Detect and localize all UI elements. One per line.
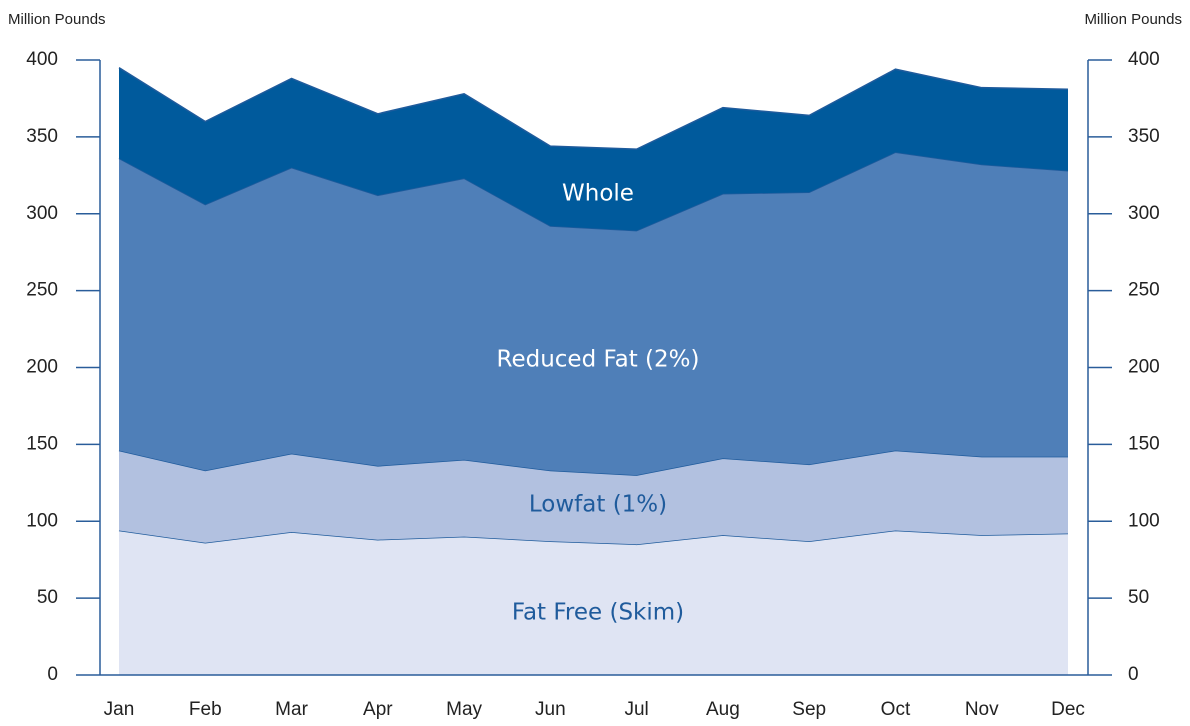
y-tick-label: 150 bbox=[26, 433, 58, 454]
series-label: Lowfat (1%) bbox=[529, 492, 667, 518]
area bbox=[119, 450, 1068, 545]
x-tick-label: Dec bbox=[1051, 699, 1085, 720]
series-label: Reduced Fat (2%) bbox=[497, 347, 700, 373]
area bbox=[119, 530, 1068, 675]
area bbox=[119, 67, 1068, 231]
x-tick-label: Oct bbox=[881, 699, 911, 720]
y2-tick-label: 100 bbox=[1128, 510, 1160, 531]
x-tick-label: Feb bbox=[189, 699, 222, 720]
y-tick-label: 0 bbox=[47, 664, 58, 685]
y-tick-label: 250 bbox=[26, 280, 58, 301]
y2-axis-label: Million Pounds bbox=[1084, 11, 1182, 28]
area-outline bbox=[118, 529, 1069, 546]
y-tick-label: 350 bbox=[26, 126, 58, 147]
x-tick-label: May bbox=[446, 699, 482, 720]
y-tick-label: 200 bbox=[26, 357, 58, 378]
y2-tick-label: 150 bbox=[1128, 433, 1160, 454]
series-label: Whole bbox=[562, 181, 634, 207]
y2-tick-label: 50 bbox=[1128, 587, 1149, 608]
y2-tick-label: 0 bbox=[1128, 664, 1139, 685]
area-outline bbox=[118, 67, 1069, 150]
y2-tick-label: 300 bbox=[1128, 203, 1160, 224]
y2-tick-label: 200 bbox=[1128, 357, 1160, 378]
x-tick-label: Nov bbox=[965, 699, 999, 720]
x-tick-label: Mar bbox=[275, 699, 308, 720]
y-tick-label: 300 bbox=[26, 203, 58, 224]
y-axis-label: Million Pounds bbox=[8, 11, 106, 28]
series-label: Fat Free (Skim) bbox=[512, 600, 684, 626]
x-tick-label: Jun bbox=[535, 699, 566, 720]
y-tick-label: 400 bbox=[26, 49, 58, 70]
y2-tick-label: 400 bbox=[1128, 49, 1160, 70]
y-tick-label: 50 bbox=[37, 587, 58, 608]
x-tick-label: Jan bbox=[104, 699, 135, 720]
area bbox=[119, 152, 1068, 476]
x-tick-label: Apr bbox=[363, 699, 393, 720]
x-tick-label: Sep bbox=[792, 699, 826, 720]
y2-tick-label: 350 bbox=[1128, 126, 1160, 147]
y-tick-label: 100 bbox=[26, 510, 58, 531]
x-tick-label: Jul bbox=[624, 699, 648, 720]
x-tick-label: Aug bbox=[706, 699, 740, 720]
y2-tick-label: 250 bbox=[1128, 280, 1160, 301]
